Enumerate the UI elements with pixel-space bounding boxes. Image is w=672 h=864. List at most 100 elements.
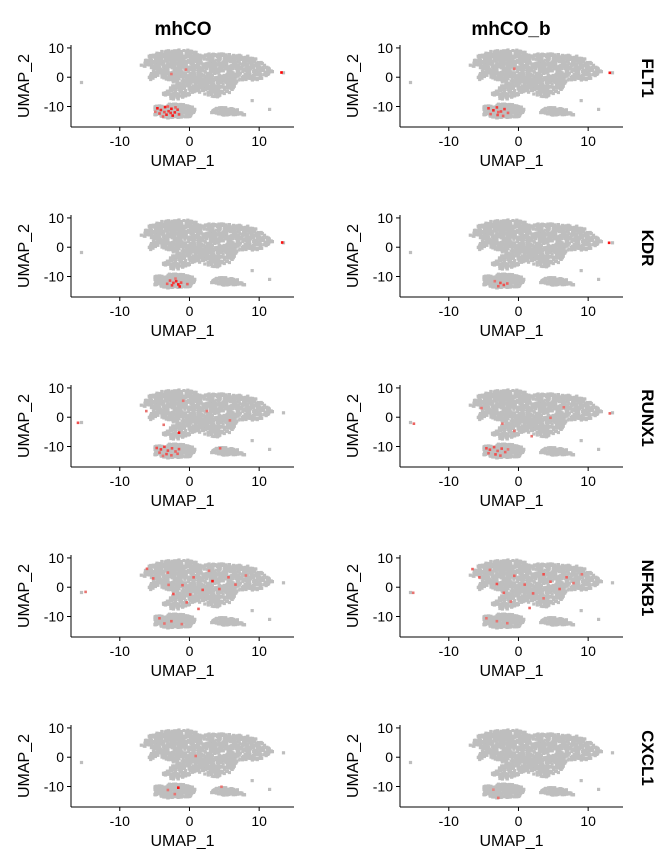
background-cell-point — [177, 262, 181, 266]
background-cell-point — [551, 76, 555, 80]
background-cell-point — [193, 73, 197, 78]
background-cell-point — [198, 86, 202, 90]
background-cell-point — [555, 108, 559, 113]
background-cell-point — [231, 83, 235, 88]
background-cell-point — [146, 229, 150, 233]
background-cell-point — [206, 93, 210, 97]
background-cell-point — [214, 241, 218, 245]
background-cell-point — [228, 224, 232, 228]
background-cell-point — [202, 57, 206, 61]
background-cell-point — [494, 49, 498, 53]
background-cell-point — [184, 62, 188, 66]
background-cell-point — [214, 235, 218, 239]
background-cell-point — [494, 89, 498, 93]
background-cell-point — [551, 57, 555, 62]
expression-point — [161, 115, 165, 118]
background-cell-point — [202, 244, 206, 248]
background-cell-point — [236, 71, 240, 75]
background-cell-point — [502, 67, 506, 71]
background-cell-point — [171, 75, 175, 79]
background-cell-point — [532, 92, 536, 96]
expression-point — [608, 71, 612, 75]
background-cell-point — [574, 64, 578, 68]
background-cell-point — [224, 106, 228, 110]
background-cell-point — [147, 245, 151, 250]
background-cell-point — [179, 115, 184, 119]
background-cell-point — [228, 54, 232, 58]
background-cell-point — [238, 231, 242, 235]
expression-point — [501, 114, 505, 118]
background-cell-point — [192, 90, 196, 94]
background-cell-point — [165, 259, 169, 263]
background-cell-point — [531, 74, 535, 78]
background-cell-point — [522, 68, 526, 72]
background-cell-point — [226, 108, 230, 113]
background-cell-point — [166, 72, 171, 76]
background-cell-point — [554, 67, 558, 71]
background-cell-point — [179, 106, 183, 110]
background-cell-point — [218, 93, 222, 97]
background-cell-point — [169, 247, 173, 251]
background-cell-point — [153, 234, 157, 238]
background-cell-point — [168, 62, 172, 66]
background-cell-point — [169, 94, 173, 98]
background-cell-point — [267, 72, 271, 76]
y-tick-label: 10 — [377, 40, 393, 56]
background-cell-point — [543, 65, 547, 69]
background-cell-point — [212, 67, 216, 71]
background-cell-point — [168, 74, 172, 78]
background-cell-point — [196, 59, 200, 63]
background-cell-point — [520, 79, 524, 83]
background-cell-point — [186, 115, 190, 119]
background-cell-point — [174, 113, 178, 117]
background-cell-point — [232, 244, 236, 248]
background-cell-point — [171, 241, 175, 245]
background-cell-point — [163, 115, 167, 119]
background-cell-point — [206, 223, 210, 227]
background-cell-point — [210, 74, 214, 78]
background-cell-point — [225, 113, 229, 117]
background-cell-point — [191, 84, 195, 88]
background-cell-point — [240, 56, 244, 60]
background-cell-point — [483, 56, 487, 60]
background-cell-point — [257, 70, 261, 74]
background-cell-point — [174, 93, 179, 97]
background-cell-point — [160, 72, 164, 76]
background-cell-point — [192, 53, 196, 57]
expression-point — [165, 113, 168, 116]
background-cell-point — [215, 93, 219, 97]
background-cell-point — [207, 90, 211, 94]
background-cell-point — [215, 75, 219, 79]
background-cell-point — [166, 61, 170, 65]
background-cell-point — [205, 76, 209, 80]
background-cell-point — [262, 63, 267, 67]
background-cell-point — [173, 223, 177, 227]
background-cell-point — [591, 73, 595, 77]
background-cell-point — [184, 84, 188, 88]
background-cell-point — [220, 239, 225, 243]
background-cell-point — [184, 79, 188, 83]
background-cell-point — [245, 64, 249, 68]
background-cell-point — [205, 251, 209, 255]
background-cell-point — [524, 81, 528, 85]
background-cell-point — [160, 68, 164, 72]
background-cell-point — [468, 63, 472, 67]
background-cell-point — [222, 91, 226, 96]
background-cell-point — [160, 238, 164, 242]
background-cell-point — [228, 111, 232, 115]
background-cell-point — [521, 87, 525, 91]
background-cell-point — [500, 97, 504, 101]
y-tick-label: -10 — [44, 99, 64, 115]
background-cell-point — [172, 91, 176, 95]
background-cell-point — [256, 62, 261, 67]
background-cell-point — [198, 53, 202, 57]
background-cell-point — [256, 66, 260, 70]
background-cell-point — [537, 76, 541, 80]
background-cell-point — [499, 63, 503, 67]
background-cell-point — [177, 77, 181, 81]
background-cell-point — [265, 65, 269, 69]
background-cell-point — [181, 230, 185, 234]
background-cell-point — [506, 92, 510, 96]
background-cell-point — [164, 54, 168, 58]
background-cell-point — [498, 77, 502, 81]
